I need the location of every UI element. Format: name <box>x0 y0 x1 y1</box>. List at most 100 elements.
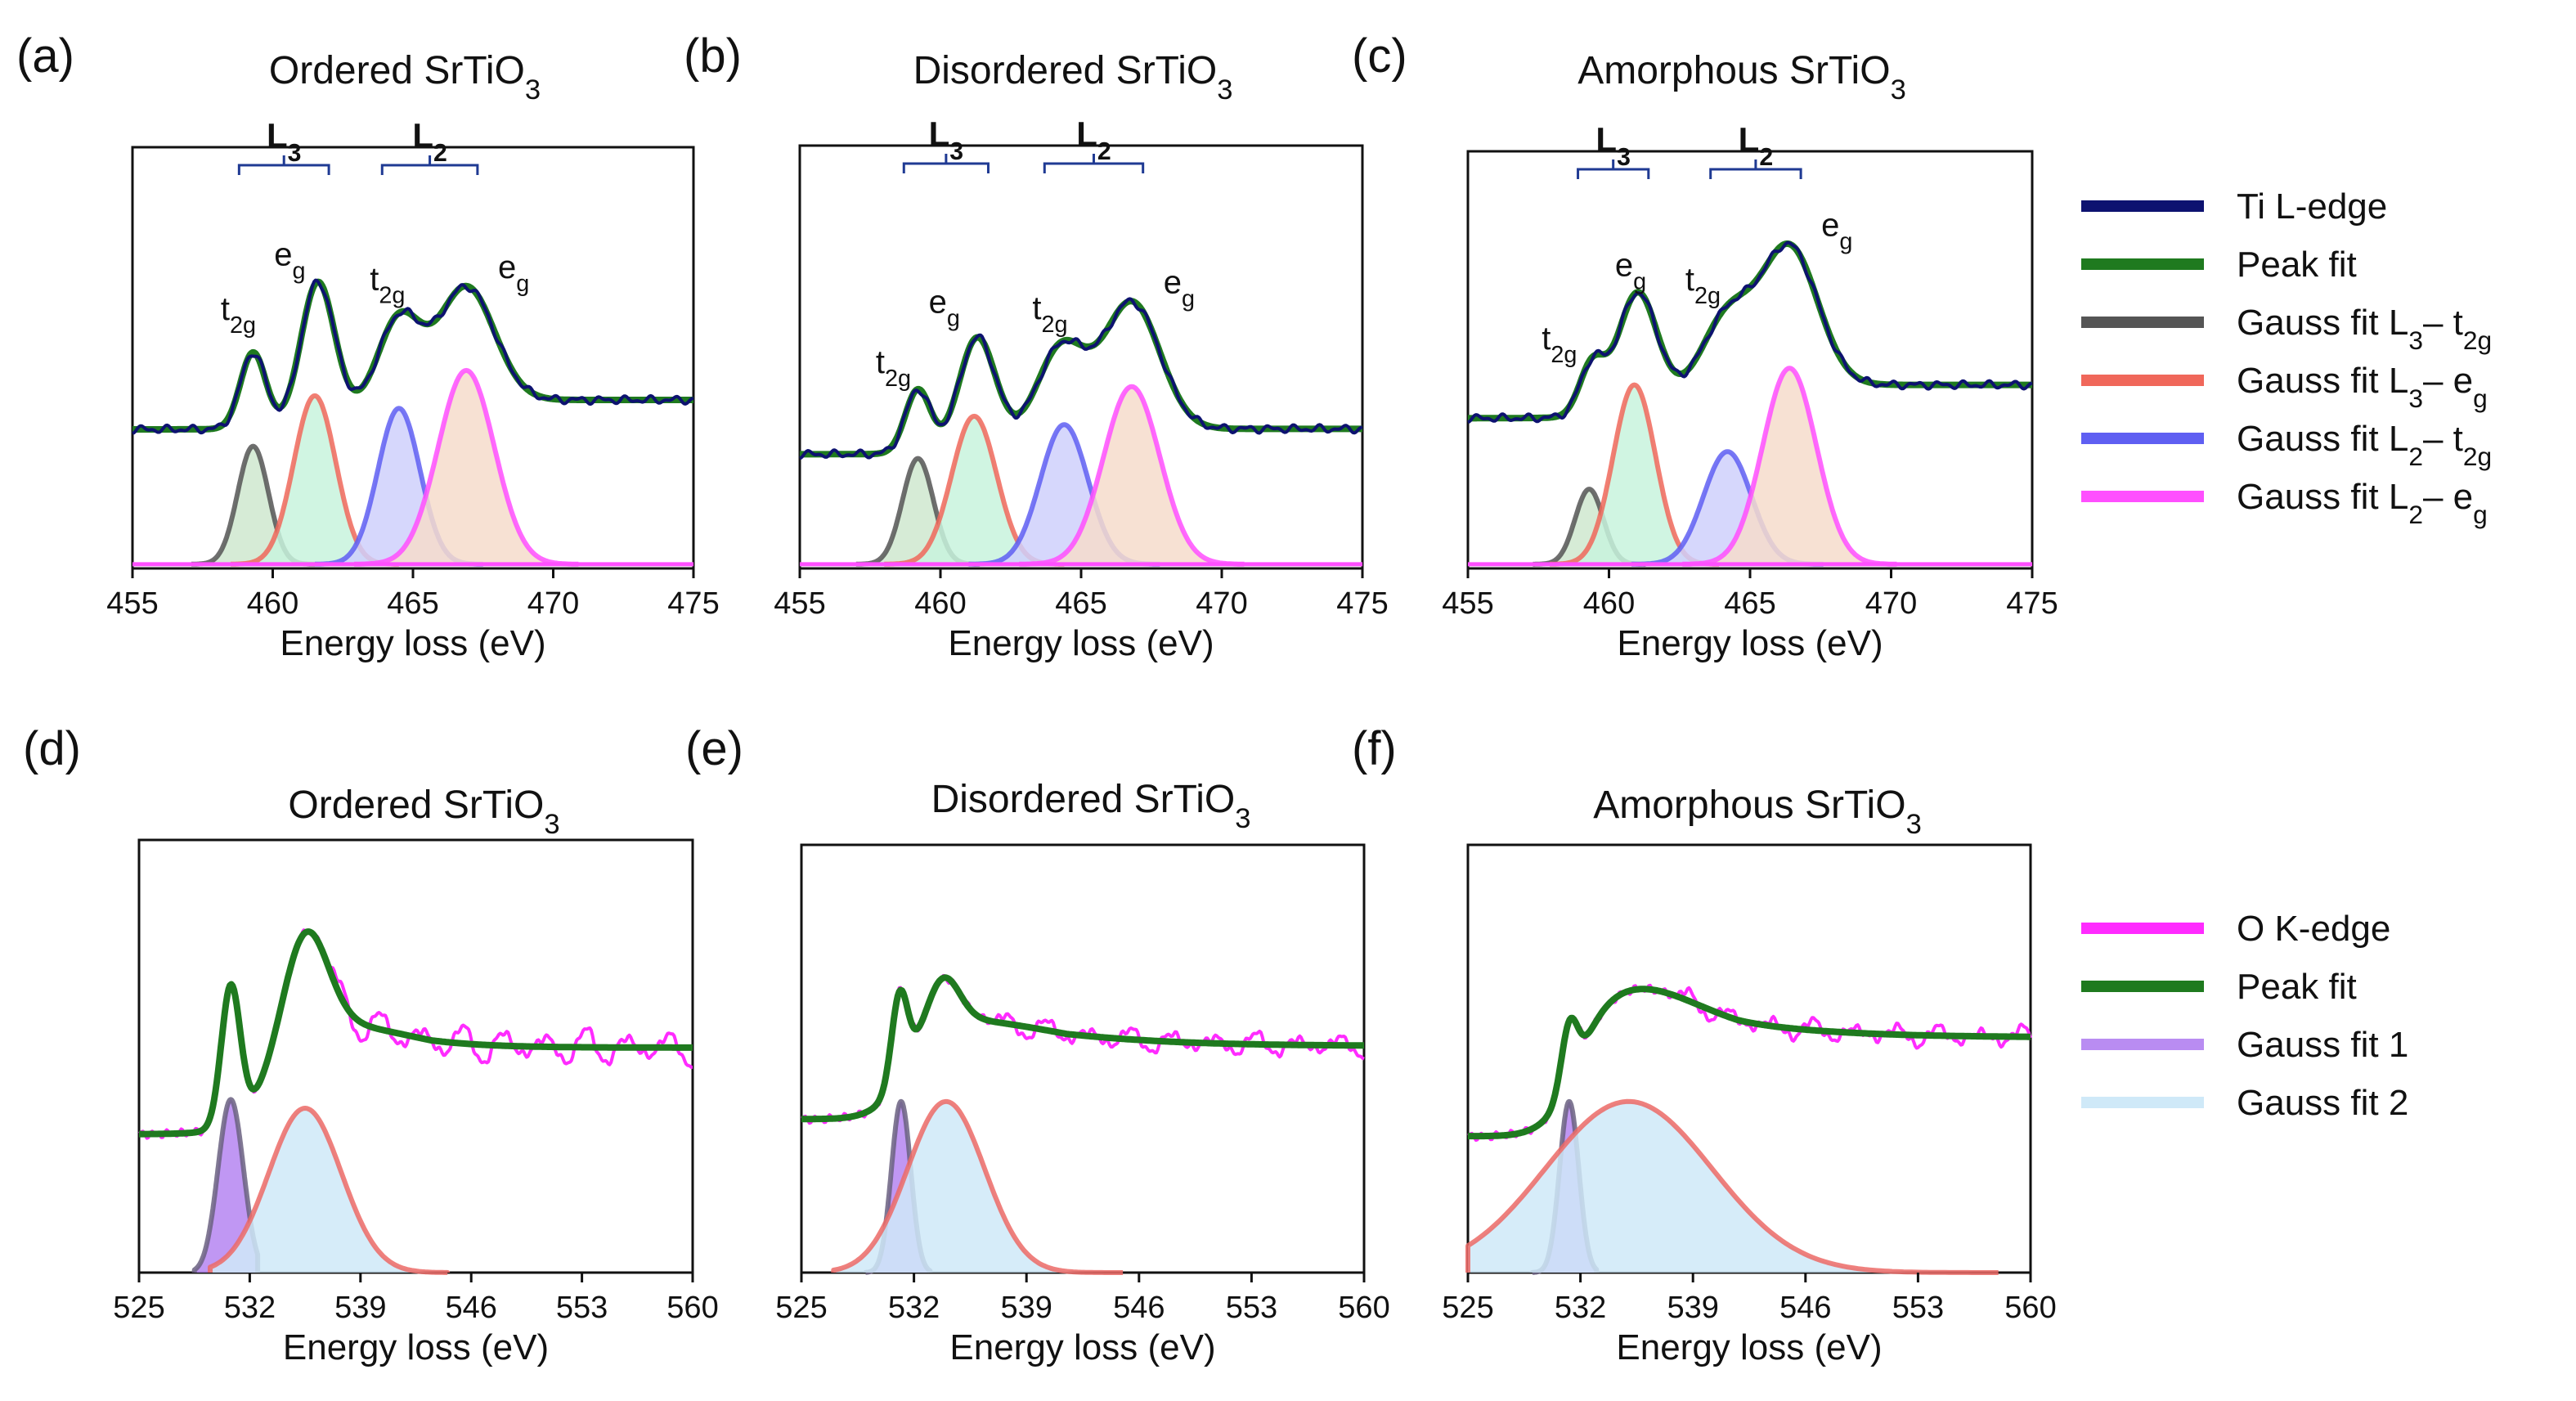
text-run: e <box>1821 207 1839 243</box>
x-tick-label: 546 <box>445 1291 496 1325</box>
ti-l-edge-line <box>1467 240 2033 424</box>
text-run: t <box>2453 303 2463 343</box>
text-run: L <box>2389 361 2408 401</box>
subscript: 3 <box>1617 144 1631 171</box>
text-run: L <box>267 116 288 155</box>
edge-bracket <box>1043 154 1145 173</box>
text-run: e <box>498 249 516 285</box>
chart-panel-b: 455 460 465 470 475 Energy loss (eV) (b) Disord… <box>684 29 1389 663</box>
subscript: 3 <box>2408 326 2423 355</box>
x-tick-label: 553 <box>556 1291 608 1325</box>
gauss-fill-L3-t2g <box>191 446 315 564</box>
subscript: 3 <box>1217 74 1232 106</box>
gaussian-components <box>854 384 1245 567</box>
panel-title: Ordered SrTiO3 <box>269 49 541 106</box>
peak-label-t2g: t2g <box>221 291 256 339</box>
text-run: Gauss fit <box>2237 303 2389 343</box>
gauss-fill-L3-eg <box>231 395 399 564</box>
gauss-fill-fit2 <box>1468 1101 1999 1273</box>
peak-fit-line <box>799 974 1367 1123</box>
gauss-line-fit1 <box>191 1097 261 1273</box>
edge-bracket <box>1577 159 1650 179</box>
legend-label-gauss2_fill: Gauss fit 2 <box>2237 1083 2408 1123</box>
panels: 455 460 465 470 475 Energy loss (eV) (a) Ordere… <box>16 29 2058 1367</box>
x-axis-label: Energy loss (eV) <box>949 1327 1215 1367</box>
text-run: Ordered Sr <box>288 784 482 827</box>
legend-label-peak_fit: Peak fit <box>2237 967 2357 1007</box>
peak-label-t2g: t2g <box>1542 321 1577 368</box>
peak-label-eg: eg <box>929 284 960 331</box>
peak-label-eg: eg <box>1164 264 1195 312</box>
subscript: g <box>1182 285 1195 312</box>
subscript: 2g <box>379 282 405 308</box>
subscript: g <box>2473 384 2488 413</box>
peak-label-eg: eg <box>274 237 305 285</box>
gauss-fill-L2-t2g <box>968 424 1160 564</box>
text-run: TiO <box>482 784 545 827</box>
subscript: g <box>292 258 305 285</box>
legend-label-gauss1_fill: Gauss fit 1 <box>2237 1025 2408 1065</box>
text-run: L <box>1739 120 1760 159</box>
x-tick-label: 525 <box>113 1291 164 1325</box>
peak-fit-line <box>137 928 695 1138</box>
legend-label-gauss_l2_t2g: Gauss fit L2– t2g <box>2237 419 2492 471</box>
peak-label-eg: eg <box>1821 207 1852 254</box>
text-run: TiO <box>1156 49 1218 92</box>
chart-panel-f: 525 532 539 546 553 560 Energy loss (eV) (f) Amo… <box>1352 722 2057 1367</box>
text-run: e <box>2453 361 2473 401</box>
text-run: t <box>2453 419 2463 459</box>
legend-label-gauss_l2_eg: Gauss fit L2– eg <box>2237 477 2488 529</box>
text-run: t <box>1685 262 1694 298</box>
gaussian-components <box>190 367 580 567</box>
gaussian-components <box>1531 366 1898 567</box>
ti-l-edge-line <box>132 278 694 435</box>
x-tick-label: 539 <box>334 1291 386 1325</box>
subscript: 3 <box>1235 803 1250 834</box>
text-run: TiO <box>463 49 525 92</box>
x-axis-label: Energy loss (eV) <box>283 1327 549 1367</box>
subscript: 3 <box>544 809 559 840</box>
x-tick-label: 455 <box>774 586 825 621</box>
legend-label-gauss_l3_eg: Gauss fit L3– eg <box>2237 361 2488 413</box>
x-tick-label: 560 <box>2004 1291 2056 1325</box>
x-tick-label: 470 <box>1196 586 1247 621</box>
text-run: L <box>929 115 950 153</box>
x-tick-label: 539 <box>1667 1291 1718 1325</box>
peak-label-t2g: t2g <box>1685 262 1721 309</box>
x-axis-label: Energy loss (eV) <box>1616 1327 1882 1367</box>
panel-label: (f) <box>1352 722 1397 775</box>
x-tick-label: 465 <box>1055 586 1106 621</box>
subscript: 3 <box>1906 809 1922 840</box>
legend-label-ti_edge: Ti L-edge <box>2237 186 2387 227</box>
gauss-line-L2-eg <box>1018 384 1245 567</box>
text-run: t <box>221 291 230 327</box>
text-run: t <box>1542 321 1551 357</box>
peak-label-t2g: t2g <box>876 344 911 392</box>
x-axis-label: Energy loss (eV) <box>280 623 545 663</box>
x-tick-label: 475 <box>667 586 719 621</box>
panel-label: (b) <box>684 29 742 83</box>
subscript: 2 <box>2408 500 2423 529</box>
chart-panel-a: 455 460 465 470 475 Energy loss (eV) (a) Ordere… <box>16 29 720 663</box>
subscript: 2 <box>1097 138 1111 165</box>
subscript: 2g <box>230 312 256 339</box>
x-tick-label: 553 <box>1226 1291 1277 1325</box>
x-tick-label: 525 <box>1442 1291 1493 1325</box>
text-run: t <box>1032 290 1041 326</box>
subscript: g <box>516 271 529 297</box>
x-tick-label: 460 <box>914 586 966 621</box>
text-run: O K-edge <box>2237 909 2390 949</box>
gaussian-components <box>191 1097 451 1275</box>
legend-label-gauss_l3_t2g: Gauss fit L3– t2g <box>2237 303 2492 355</box>
gauss-fill-L2-eg <box>1019 386 1245 564</box>
subscript: 2 <box>433 140 447 167</box>
x-tick-label: 546 <box>1779 1291 1831 1325</box>
gauss-line-fit2 <box>208 1106 451 1275</box>
ti-l-edge-line <box>799 297 1363 460</box>
gauss-line-L2-eg <box>352 367 580 567</box>
x-tick-label: 470 <box>1865 586 1917 621</box>
panel-title: Disordered SrTiO3 <box>913 49 1233 106</box>
